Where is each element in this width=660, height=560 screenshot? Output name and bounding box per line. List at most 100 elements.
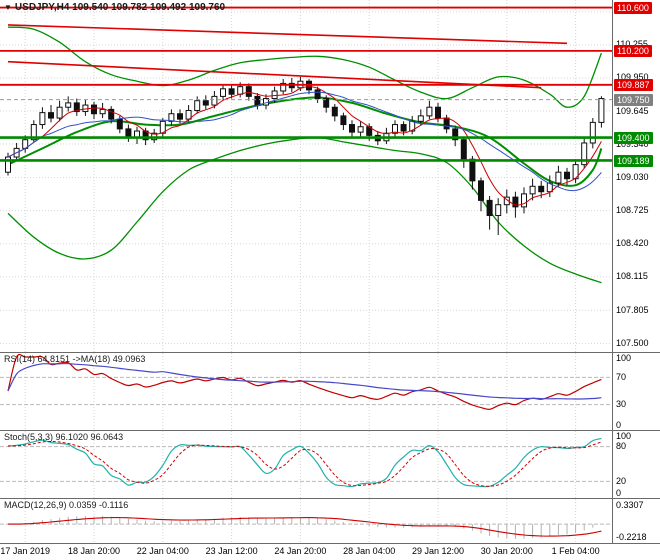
ma-fast-line — [7, 86, 602, 206]
candle-body — [495, 204, 502, 217]
macd-signal-line — [7, 516, 602, 537]
candle-body — [159, 120, 166, 134]
indicator-tick-label: 70 — [616, 372, 627, 382]
chart-title-text: USDJPY,H4 109.540 109.782 109.492 109.76… — [14, 2, 226, 13]
rsi-title: RSI(14) 64.8151 ->MA(18) 49.0963 — [4, 354, 146, 364]
price-chart-panel: 110.560110.255109.950109.645109.340109.0… — [0, 0, 660, 352]
time-tick-label: 22 Jan 04:00 — [136, 546, 189, 556]
candle-body — [177, 113, 183, 120]
trendline-2[interactable] — [7, 60, 542, 89]
ma-green-line[interactable] — [7, 96, 603, 187]
candle-body — [116, 118, 123, 130]
candle-body — [469, 158, 476, 182]
candle-body — [211, 95, 218, 106]
time-axis[interactable]: 17 Jan 2019 18 Jan 20:00 22 Jan 04:00 23 Ja… — [0, 544, 660, 560]
rsi-scale[interactable]: 100 70 30 0 — [612, 353, 660, 430]
indicator-tick-label: 0.3307 — [616, 500, 644, 510]
candle-body — [331, 106, 338, 117]
candle-body — [5, 156, 11, 173]
price-level-badge: 109.887 — [614, 79, 653, 91]
stochastic-scale[interactable]: 100 80 20 0 — [612, 431, 660, 498]
macd-panel: 0.3307 -0.2218 MACD(12,26,9) 0.0359 -0.11… — [0, 499, 660, 543]
candle-body — [538, 185, 545, 193]
rsi-canvas[interactable] — [0, 353, 612, 430]
macd-title: MACD(12,26,9) 0.0359 -0.1116 — [4, 500, 129, 510]
stochastic-panel: 100 80 20 0 Stoch(5,3,3) 96.1020 96.0643 — [0, 431, 660, 498]
candle-body — [443, 117, 450, 130]
time-tick-label: 28 Jan 04:00 — [343, 546, 396, 556]
stochastic-title: Stoch(5,3,3) 96.1020 96.0643 — [4, 432, 124, 442]
candle-body — [349, 124, 355, 133]
price-level-badge: 110.600 — [614, 2, 652, 14]
candle-body — [529, 185, 536, 195]
time-tick-label: 29 Jan 12:00 — [411, 546, 465, 556]
ma-slow-line — [7, 91, 602, 192]
candle-body — [486, 199, 493, 217]
time-tick-label: 18 Jan 20:00 — [67, 546, 121, 556]
panel-separator[interactable] — [0, 430, 660, 431]
candle-body — [228, 88, 235, 95]
candle-body — [280, 82, 287, 92]
price-tick-label: 109.030 — [616, 172, 649, 182]
candle-body — [56, 106, 63, 119]
bollinger-upper-line[interactable] — [7, 26, 603, 108]
main-price-scale[interactable]: 110.560110.255109.950109.645109.340109.0… — [612, 0, 660, 352]
rsi-ma-line — [7, 362, 602, 400]
candle-body — [392, 124, 398, 134]
stoch-d-line — [7, 440, 602, 487]
indicator-tick-label: 100 — [616, 431, 632, 441]
trendline-1[interactable] — [7, 24, 568, 45]
candle-body — [546, 182, 553, 193]
candle-body — [589, 121, 596, 144]
candle-body — [323, 98, 330, 108]
candle-body — [564, 171, 570, 180]
candle-body — [220, 88, 226, 97]
macd-canvas[interactable] — [0, 499, 612, 543]
candle-body — [400, 124, 407, 132]
price-level-badge: 110.200 — [614, 45, 652, 57]
price-tick-label: 109.645 — [616, 106, 649, 116]
candle-body — [91, 104, 97, 115]
candle-body — [357, 126, 364, 133]
price-tick-label: 109.950 — [616, 72, 649, 82]
candle-body — [245, 86, 252, 97]
candle-body — [598, 98, 605, 123]
candle-body — [30, 124, 37, 141]
candle-body — [194, 100, 201, 111]
panel-separator[interactable] — [0, 543, 660, 544]
price-tick-label: 107.500 — [616, 338, 649, 348]
candle-body — [254, 95, 261, 106]
candle-body — [39, 112, 46, 126]
indicator-tick-label: 0 — [616, 420, 622, 430]
candle-body — [417, 115, 424, 122]
indicator-tick-label: 0 — [616, 488, 622, 498]
candle-body — [435, 106, 441, 119]
candle-body — [478, 180, 484, 201]
candle-body — [426, 106, 433, 117]
price-tick-label: 108.725 — [616, 205, 649, 215]
macd-scale[interactable]: 0.3307 -0.2218 — [612, 499, 660, 543]
candle-body — [555, 171, 562, 184]
candle-body — [73, 102, 80, 113]
price-tick-label: 110.255 — [616, 39, 648, 49]
candle-body — [314, 89, 321, 100]
time-tick-label: 17 Jan 2019 — [0, 546, 50, 556]
candle-body — [271, 90, 278, 100]
candle-body — [99, 108, 106, 115]
panel-separator[interactable] — [0, 498, 660, 499]
candle-body — [452, 128, 459, 141]
candle-body — [237, 86, 244, 95]
candle-body — [168, 113, 175, 122]
indicator-tick-label: 100 — [616, 353, 632, 363]
candle-body — [202, 100, 209, 106]
bid-price-badge: 109.750 — [614, 94, 653, 106]
indicator-tick-label: 30 — [616, 399, 627, 409]
indicator-tick-label: 20 — [616, 476, 627, 486]
stochastic-canvas[interactable] — [0, 431, 612, 498]
panel-separator[interactable] — [0, 352, 660, 353]
candle-body — [460, 139, 467, 160]
price-chart-canvas[interactable] — [0, 0, 612, 352]
time-tick-label: 23 Jan 12:00 — [205, 546, 258, 556]
candle-body — [581, 142, 588, 166]
